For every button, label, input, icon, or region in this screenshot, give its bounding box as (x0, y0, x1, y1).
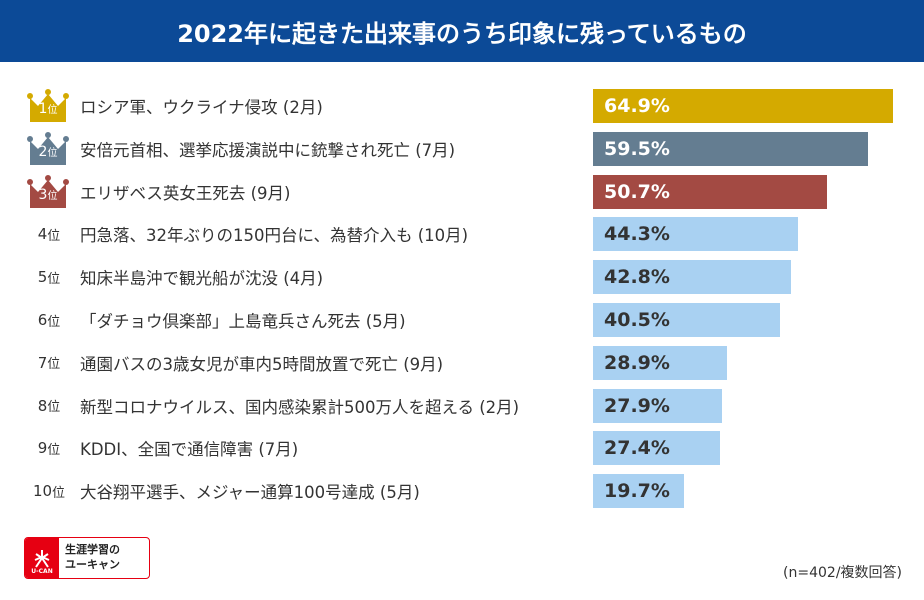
rank-number: 2 (38, 143, 48, 160)
rank-suffix: 位 (47, 105, 58, 116)
rank-suffix: 位 (47, 190, 58, 202)
crown-icon: 2位 (26, 131, 70, 171)
bar-row: 4 位円急落、32年ぶりの150円台に、為替介入も (10月) 44.3% (0, 216, 924, 252)
rank-suffix: 位 (52, 485, 66, 501)
data-label: 44.3% (604, 223, 670, 246)
bar (593, 474, 685, 509)
rank-number: 6 (37, 311, 48, 329)
bar (593, 174, 828, 209)
bar-row: 1位 ロシア軍、ウクライナ侵攻 (2月) 64.9% (0, 88, 924, 124)
bar (593, 303, 781, 337)
rank-suffix: 位 (47, 400, 61, 416)
bar-row: 8 位新型コロナウイルス、国内感染累計500万人を超える (2月) 27.9% (0, 388, 924, 424)
data-label: 59.5% (604, 137, 670, 160)
category-label: 通園バスの3歳女児が車内5時間放置で死亡 (9月) (80, 354, 444, 374)
bar (593, 431, 720, 466)
ucan-figure-icon (34, 550, 50, 568)
bar-row: 2位 安倍元首相、選挙応援演説中に銃撃され死亡 (7月) 59.5% (0, 131, 924, 167)
rank-number: 5 (37, 268, 48, 287)
data-label: 27.4% (604, 437, 670, 460)
crown-icon: 3位 (26, 174, 70, 214)
crown-icon: 1位 (26, 88, 70, 128)
data-label: 27.9% (604, 394, 670, 417)
category-label: エリザベス英女王死去 (9月) (80, 183, 291, 203)
rank-number: 3 (38, 186, 48, 203)
data-label: 28.9% (604, 351, 670, 374)
bar (593, 388, 722, 423)
rank-number: 8 (37, 396, 48, 415)
data-label: 40.5% (604, 309, 670, 331)
category-label: ロシア軍、ウクライナ侵攻 (2月) (80, 98, 323, 117)
bar-row: 10 位大谷翔平選手、メジャー通算100号達成 (5月) 19.7% (0, 473, 924, 509)
data-label: 64.9% (604, 95, 670, 117)
bar (593, 345, 727, 380)
rank-suffix: 位 (47, 314, 61, 330)
rank-number: 10 (32, 482, 53, 501)
rank-suffix: 位 (47, 271, 61, 287)
rank-suffix: 位 (47, 147, 58, 159)
ucan-logo-mark: U-CAN (25, 538, 59, 578)
rank-number: 7 (37, 353, 48, 372)
bar (593, 131, 869, 166)
logo-line1: 生涯学習の (65, 543, 120, 556)
category-label: 安倍元首相、選挙応援演説中に銃撃され死亡 (7月) (80, 140, 456, 160)
logo-line2: ユーキャン (65, 558, 120, 571)
bar (593, 260, 791, 295)
sample-note: (n=402/複数回答) (783, 565, 902, 581)
rank-suffix: 位 (47, 357, 61, 373)
rank-number: 9 (37, 439, 48, 458)
rank-label: 10 位 (26, 473, 72, 509)
category-label: KDDI、全国で通信障害 (7月) (80, 440, 299, 460)
rank-number: 4 (37, 225, 48, 244)
bar-row: 7 位通園バスの3歳女児が車内5時間放置で死亡 (9月) 28.9% (0, 345, 924, 381)
bar (593, 217, 798, 252)
bar-row: 5 位知床半島沖で観光船が沈没 (4月) 42.8% (0, 259, 924, 295)
ucan-logo: U-CAN 生涯学習のユーキャン (24, 537, 150, 579)
bar-row: 6 位「ダチョウ倶楽部」上島竜兵さん死去 (5月) 40.5% (0, 302, 924, 338)
bar-row: 9 位 KDDI、全国で通信障害 (7月) 27.4% (0, 430, 924, 466)
category-label: 新型コロナウイルス、国内感染累計500万人を超える (2月) (80, 397, 520, 417)
category-label: 大谷翔平選手、メジャー通算100号達成 (5月) (80, 483, 420, 503)
bar (593, 89, 893, 123)
data-label: 50.7% (604, 180, 670, 203)
data-label: 42.8% (604, 266, 670, 289)
category-label: 知床半島沖で観光船が沈没 (4月) (80, 269, 324, 289)
bar-row: 3位 エリザベス英女王死去 (9月) 50.7% (0, 174, 924, 210)
data-label: 19.7% (604, 480, 670, 503)
rank-number: 1 (38, 101, 48, 117)
logo-brand: U-CAN (31, 568, 53, 575)
rank-suffix: 位 (47, 442, 61, 458)
category-label: 「ダチョウ倶楽部」上島竜兵さん死去 (5月) (80, 312, 406, 331)
category-label: 円急落、32年ぶりの150円台に、為替介入も (10月) (80, 226, 469, 246)
rank-suffix: 位 (47, 228, 61, 244)
chart-title: 2022年に起きた出来事のうち印象に残っているもの (0, 0, 924, 62)
